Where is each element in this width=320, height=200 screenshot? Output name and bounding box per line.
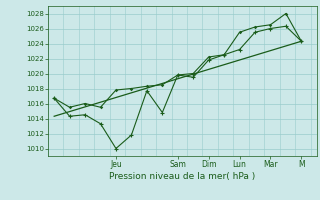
X-axis label: Pression niveau de la mer( hPa ): Pression niveau de la mer( hPa ) [109,172,256,181]
